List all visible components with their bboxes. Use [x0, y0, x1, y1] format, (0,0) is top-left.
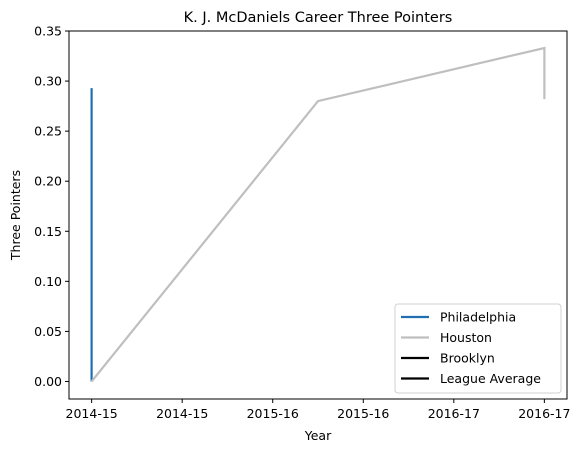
x-tick-label: 2014-15: [156, 406, 208, 421]
plot-area: 0.00 0.05 0.10 0.15 0.20 0.25 0.30 0.35 2014-15 2…: [34, 24, 570, 422]
x-tick-label: 2015-16: [247, 406, 299, 421]
x-tick-label: 2015-16: [337, 406, 389, 421]
legend: Philadelphia Houston Brooklyn League Averag…: [394, 303, 562, 394]
y-tick-label: 0.30: [34, 74, 62, 89]
legend-label-league-average: League Average: [440, 371, 541, 386]
series-line-houston: [90, 46, 546, 383]
legend-label-philadelphia: Philadelphia: [440, 310, 516, 325]
y-tick-label: 0.35: [34, 24, 62, 39]
y-tick-label: 0.15: [34, 224, 62, 239]
x-tick-label: 2016-17: [518, 406, 570, 421]
y-tick-label: 0.05: [34, 324, 62, 339]
y-tick-label: 0.20: [34, 174, 62, 189]
x-tick-label: 2014-15: [66, 406, 118, 421]
y-axis-label: Three Pointers: [8, 170, 23, 261]
legend-box: [394, 303, 562, 394]
chart-title: K. J. McDaniels Career Three Pointers: [184, 10, 453, 26]
y-tick-label: 0.10: [34, 274, 62, 289]
legend-label-houston: Houston: [440, 330, 492, 345]
y-tick-label: 0.00: [34, 374, 62, 389]
legend-label-brooklyn: Brooklyn: [440, 351, 495, 366]
plot-frame: [68, 30, 568, 400]
x-axis-label: Year: [304, 428, 332, 443]
y-tick-label: 0.25: [34, 124, 62, 139]
x-tick-label: 2016-17: [428, 406, 480, 421]
